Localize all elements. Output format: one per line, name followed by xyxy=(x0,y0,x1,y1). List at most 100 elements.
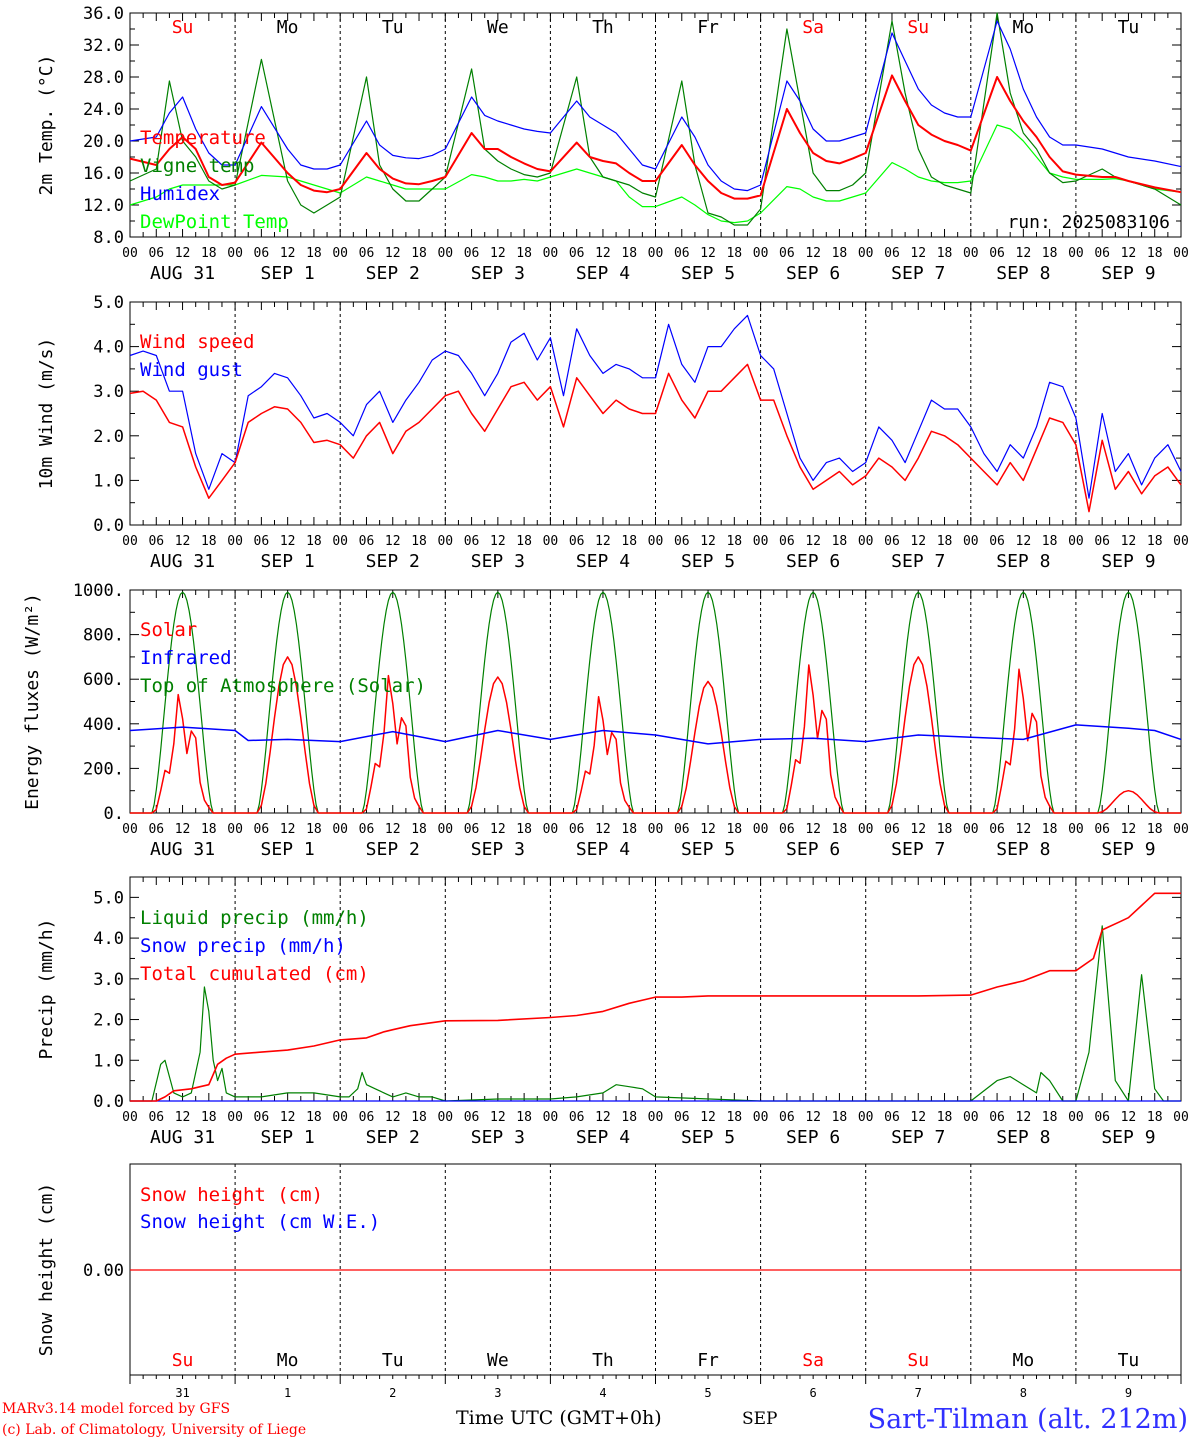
hour-tick-label: 12 xyxy=(385,822,401,837)
date-label: SEP 7 xyxy=(891,551,945,572)
hour-tick-label: 12 xyxy=(175,246,191,261)
series-line xyxy=(129,363,1182,513)
hour-tick-label: 12 xyxy=(175,534,191,549)
hour-tick-label: 00 xyxy=(543,534,559,549)
hour-tick-label: 18 xyxy=(411,822,427,837)
date-label: SEP 3 xyxy=(471,263,525,284)
date-label: SEP 8 xyxy=(996,1127,1050,1148)
date-label: SEP 9 xyxy=(1101,839,1155,860)
series-line xyxy=(130,892,1181,1102)
hour-tick-label: 18 xyxy=(621,534,637,549)
y-tick-label: 600. xyxy=(83,670,124,690)
hour-tick-label: 12 xyxy=(1121,822,1137,837)
hour-tick-label: 18 xyxy=(726,534,742,549)
day-number: 7 xyxy=(915,1386,922,1400)
hour-tick-label: 18 xyxy=(1147,822,1163,837)
date-label: SEP 5 xyxy=(681,839,735,860)
date-label: SEP 7 xyxy=(891,263,945,284)
footer: MARv3.14 model forced by GFS (c) Lab. of … xyxy=(2,1401,1188,1438)
hour-tick-label: 18 xyxy=(726,1110,742,1125)
date-label: SEP 3 xyxy=(471,551,525,572)
series-line xyxy=(129,724,1182,745)
y-tick-label: 5.0 xyxy=(93,293,124,313)
footer-month: SEP xyxy=(742,1409,778,1429)
hour-tick-label: 12 xyxy=(385,534,401,549)
weekday-label: Su xyxy=(172,1350,194,1371)
hour-tick-label: 00 xyxy=(332,1110,348,1125)
hour-tick-label: 12 xyxy=(1016,534,1032,549)
weekday-label: Th xyxy=(592,17,614,38)
hour-tick-label: 12 xyxy=(280,534,296,549)
y-tick-label: 32.0 xyxy=(83,36,124,56)
weekday-label: Mo xyxy=(277,1350,299,1371)
hour-tick-label: 00 xyxy=(648,534,664,549)
y-tick-label: 20.0 xyxy=(83,132,124,152)
date-label: SEP 7 xyxy=(891,1127,945,1148)
y-tick-label: 3.0 xyxy=(93,970,124,990)
date-label: SEP 3 xyxy=(471,839,525,860)
date-label: SEP 5 xyxy=(681,263,735,284)
hour-tick-label: 06 xyxy=(884,1110,900,1125)
hour-tick-label: 18 xyxy=(411,246,427,261)
y-tick-label: 0.0 xyxy=(93,516,124,536)
date-label: SEP 4 xyxy=(576,839,630,860)
panel-wind: 00 06 12 18 00 06 12 18 00 06 12 18 00 06 12 18 00 06 12 18… xyxy=(36,293,1189,572)
date-label: SEP 1 xyxy=(261,263,315,284)
hour-tick-label: 06 xyxy=(148,822,164,837)
hour-tick-label: 00 xyxy=(122,1110,138,1125)
legend-entry: Snow height (cm W.E.) xyxy=(140,1211,380,1233)
hour-tick-label: 00 xyxy=(963,246,979,261)
series-line xyxy=(130,925,1181,1102)
hour-tick-label: 18 xyxy=(621,1110,637,1125)
hour-tick-label: 12 xyxy=(490,1110,506,1125)
hour-tick-label: 00 xyxy=(122,822,138,837)
hour-tick-label: 00 xyxy=(1173,534,1189,549)
hour-tick-label: 18 xyxy=(306,534,322,549)
y-tick-label: 1.0 xyxy=(93,1051,124,1071)
hour-tick-label: 12 xyxy=(1016,1110,1032,1125)
panel-frame xyxy=(129,12,1182,238)
hour-tick-label: 00 xyxy=(543,246,559,261)
date-label: SEP 6 xyxy=(786,839,840,860)
y-tick-label: 8.0 xyxy=(93,228,124,248)
hour-tick-label: 12 xyxy=(175,822,191,837)
hour-tick-label: 00 xyxy=(753,534,769,549)
hour-tick-label: 06 xyxy=(674,246,690,261)
hour-tick-label: 18 xyxy=(832,1110,848,1125)
hour-tick-label: 12 xyxy=(1121,1110,1137,1125)
weekday-label: Th xyxy=(592,1350,614,1371)
weekday-label: Su xyxy=(172,17,194,38)
legend-entry: DewPoint Temp xyxy=(140,211,289,233)
hour-tick-label: 12 xyxy=(805,822,821,837)
day-number: 4 xyxy=(599,1386,606,1400)
hour-tick-label: 06 xyxy=(674,822,690,837)
hour-tick-label: 12 xyxy=(1016,246,1032,261)
date-label: SEP 9 xyxy=(1101,263,1155,284)
date-label: AUG 31 xyxy=(150,839,215,860)
date-label: SEP 2 xyxy=(366,1127,420,1148)
y-tick-label: 400. xyxy=(83,715,124,735)
hour-tick-label: 18 xyxy=(937,822,953,837)
legend-entry: Snow height (cm) xyxy=(140,1184,323,1206)
hour-tick-label: 06 xyxy=(569,534,585,549)
hour-tick-label: 18 xyxy=(937,534,953,549)
legend-entry: Total cumulated (cm) xyxy=(140,963,369,985)
date-label: SEP 7 xyxy=(891,839,945,860)
hour-tick-label: 00 xyxy=(122,246,138,261)
weekday-label: Tu xyxy=(382,1350,404,1371)
hour-tick-label: 18 xyxy=(726,246,742,261)
weekday-label: Mo xyxy=(277,17,299,38)
hour-tick-label: 18 xyxy=(832,822,848,837)
day-number: 1 xyxy=(284,1386,291,1400)
hour-tick-label: 00 xyxy=(858,822,874,837)
hour-tick-label: 06 xyxy=(674,534,690,549)
hour-tick-label: 06 xyxy=(464,1110,480,1125)
weekday-label: We xyxy=(487,17,509,38)
hour-tick-label: 18 xyxy=(1147,1110,1163,1125)
hour-tick-label: 18 xyxy=(621,246,637,261)
legend-entry: Snow precip (mm/h) xyxy=(140,935,346,957)
y-tick-label: 1.0 xyxy=(93,471,124,491)
hour-tick-label: 06 xyxy=(989,246,1005,261)
footer-station: Sart-Tilman (alt. 212m) xyxy=(868,1404,1188,1435)
date-label: SEP 5 xyxy=(681,1127,735,1148)
